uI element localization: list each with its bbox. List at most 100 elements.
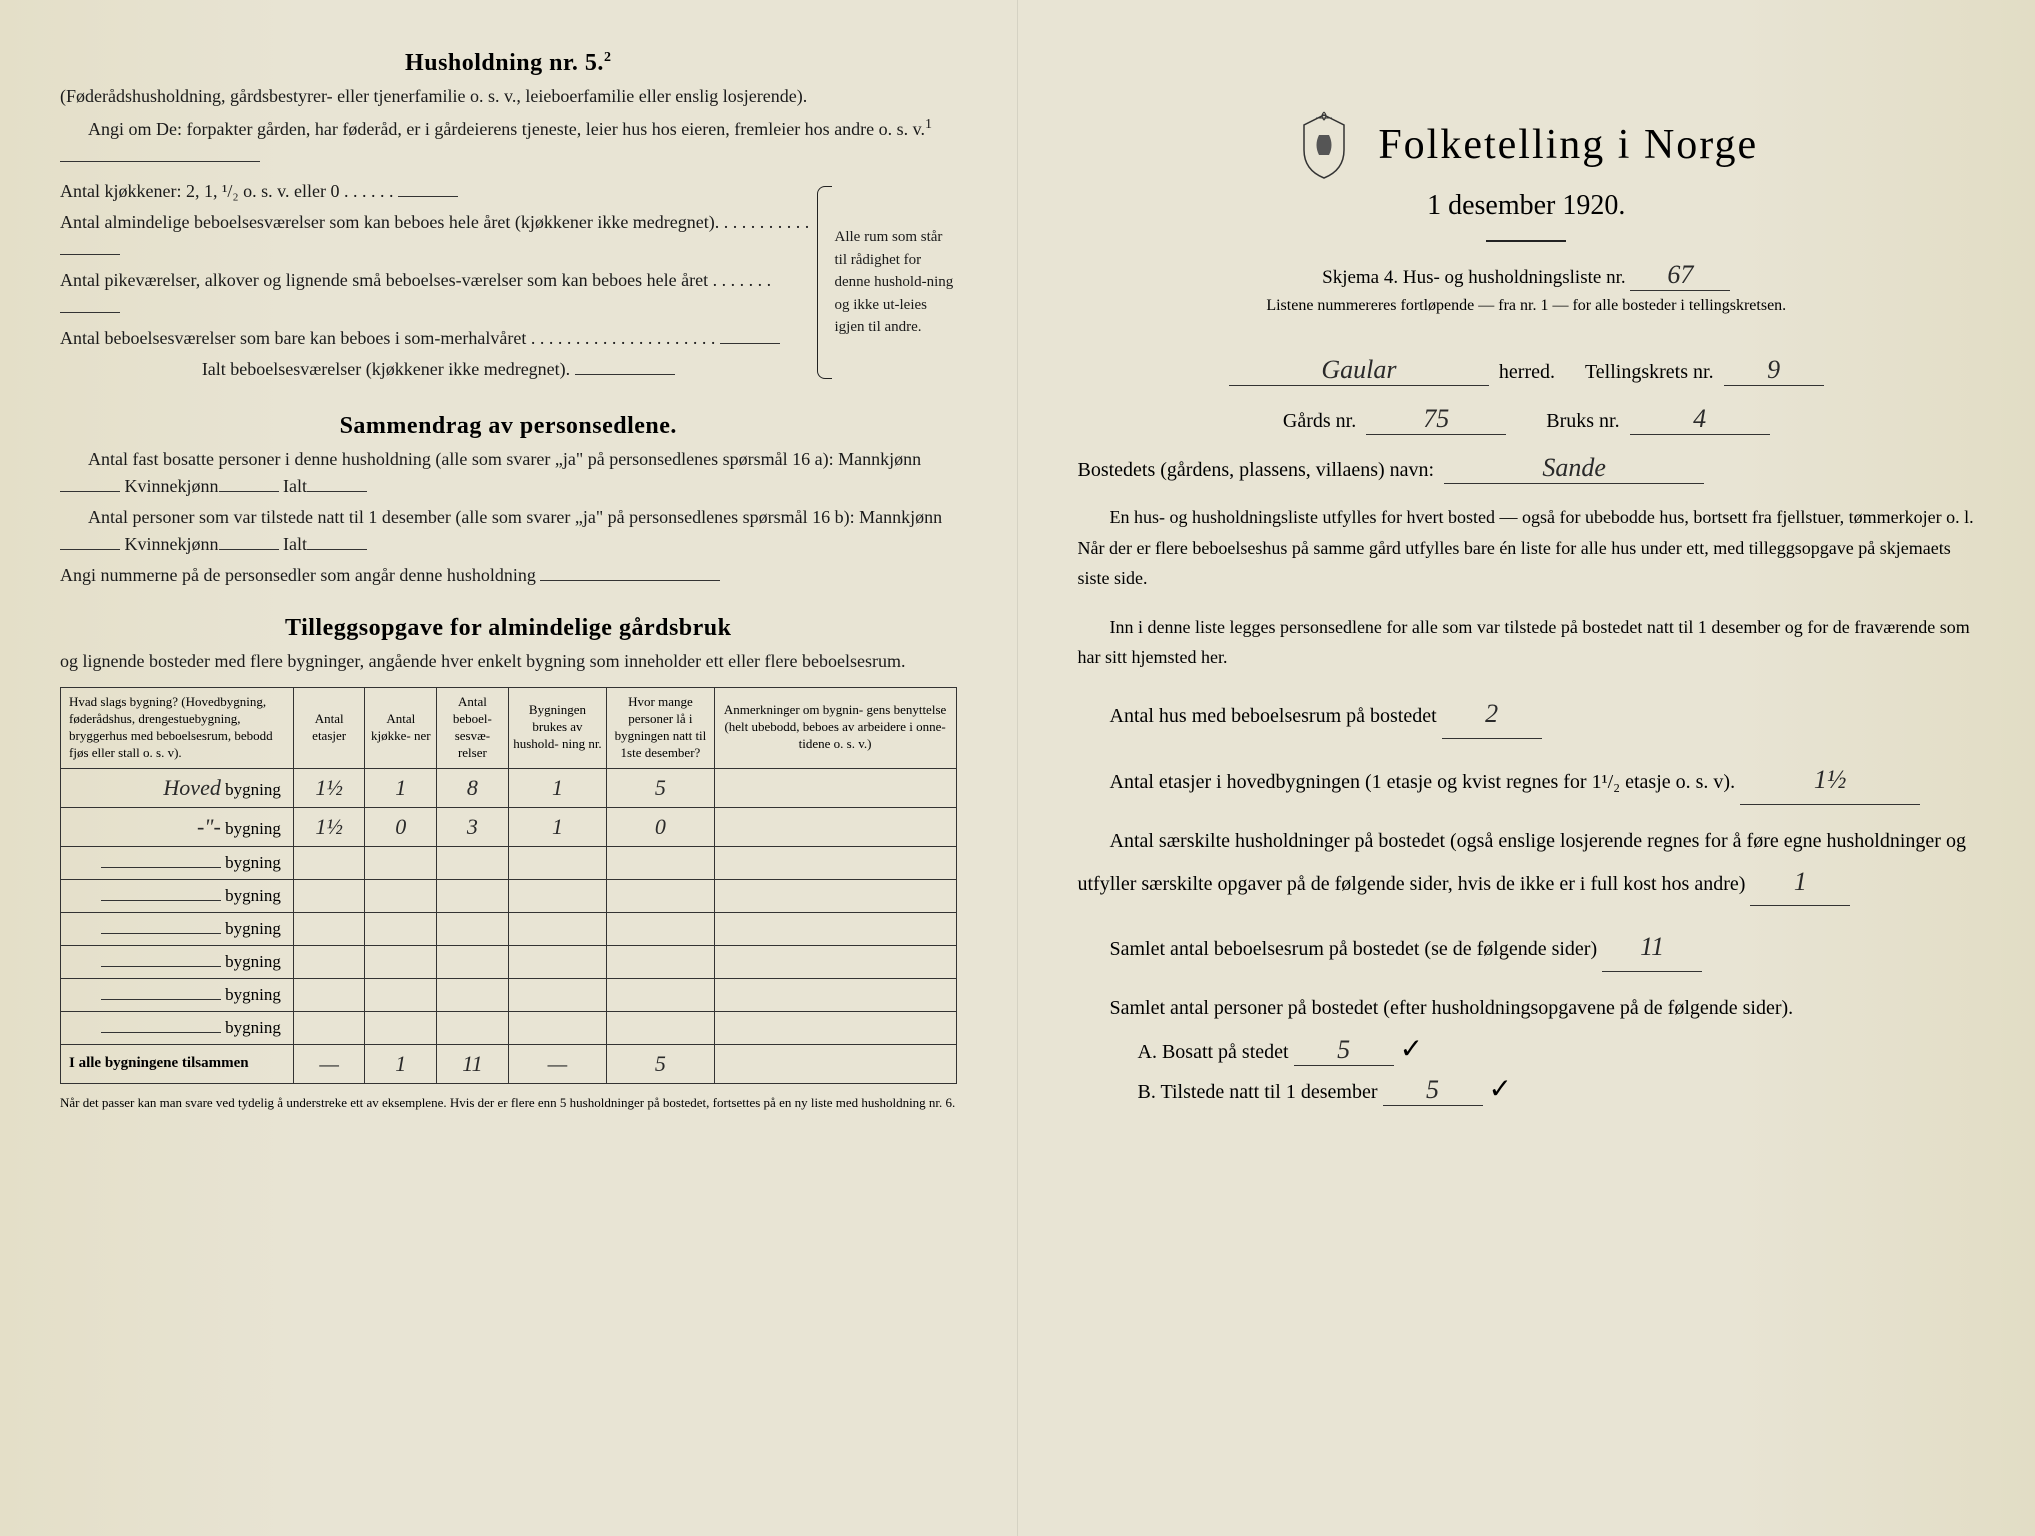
table-body: Hoved bygning1½1815-"- bygning1½0310 byg… bbox=[61, 768, 957, 1083]
b-val: 5 bbox=[1383, 1075, 1483, 1106]
sommer-blank bbox=[720, 343, 780, 344]
samlet-pers-label: Samlet antal personer på bostedet (efter… bbox=[1110, 997, 1794, 1019]
tot-kjokken: 1 bbox=[365, 1044, 437, 1083]
th-bygning: Hvad slags bygning? (Hovedbygning, føder… bbox=[61, 688, 294, 769]
brace-left-content: Antal kjøkkener: 2, 1, ¹/₂ o. s. v. elle… bbox=[60, 178, 817, 387]
th-kjokken: Antal kjøkke- ner bbox=[365, 688, 437, 769]
table-head: Hvad slags bygning? (Hovedbygning, føder… bbox=[61, 688, 957, 769]
ialt-label-1: Ialt bbox=[283, 476, 307, 496]
herred-row: Gaular herred. Tellingskrets nr. 9 bbox=[1078, 355, 1976, 386]
alm-bebo-text: Antal almindelige beboelsesværelser som … bbox=[60, 212, 719, 232]
husholdning-desc: (Føderådshusholdning, gårdsbestyrer- ell… bbox=[60, 83, 957, 110]
tillegg-title: Tilleggsopgave for almindelige gårdsbruk bbox=[60, 615, 957, 642]
cell-hush: 1 bbox=[508, 768, 607, 807]
pike-text: Antal pikeværelser, alkover og lignende … bbox=[60, 270, 708, 290]
cell-blank: bygning bbox=[61, 945, 294, 978]
b-label: B. Tilstede natt til 1 desember bbox=[1138, 1081, 1378, 1103]
cell-name: Hoved bygning bbox=[61, 768, 294, 807]
kvinne-blank-2 bbox=[219, 549, 279, 550]
th-etasjer: Antal etasjer bbox=[293, 688, 365, 769]
table-header-row: Hvad slags bygning? (Hovedbygning, føder… bbox=[61, 688, 957, 769]
angi-num-blank bbox=[540, 580, 720, 581]
angi-blank bbox=[60, 161, 260, 162]
tot-anm bbox=[714, 1044, 956, 1083]
bruks-nr: 4 bbox=[1630, 404, 1770, 435]
para1-text: En hus- og husholdningsliste utfylles fo… bbox=[1078, 502, 1976, 594]
table-row: -"- bygning1½0310 bbox=[61, 807, 957, 846]
gards-nr: 75 bbox=[1366, 404, 1506, 435]
kvinne-label-2: Kvinnekjønn bbox=[125, 534, 219, 554]
saerskilte-val: 1 bbox=[1750, 859, 1850, 907]
saerskilte-line: Antal særskilte husholdninger på bostede… bbox=[1078, 823, 1976, 907]
sammendrag-section: Antal fast bosatte personer i denne hush… bbox=[60, 446, 957, 589]
angi-num-text: Angi nummerne på de personsedler som ang… bbox=[60, 565, 536, 585]
brace-group: Antal kjøkkener: 2, 1, ¹/₂ o. s. v. elle… bbox=[60, 178, 957, 387]
right-header: Folketelling i Norge 1 desember 1920. Sk… bbox=[1078, 110, 1976, 315]
ialt-blank-2 bbox=[307, 549, 367, 550]
cell-name: -"- bygning bbox=[61, 807, 294, 846]
th-pers: Hvor mange personer lå i bygningen natt … bbox=[607, 688, 714, 769]
samlet-bebo-line: Samlet antal beboelsesrum på bostedet (s… bbox=[1078, 924, 1976, 972]
tellingskrets-label: Tellingskrets nr. bbox=[1585, 361, 1714, 384]
brace-right-text: Alle rum som står til rådighet for denne… bbox=[817, 178, 957, 387]
date-subtitle: 1 desember 1920. bbox=[1078, 190, 1976, 222]
th-hush: Bygningen brukes av hushold- ning nr. bbox=[508, 688, 607, 769]
tot-pers: 5 bbox=[607, 1044, 714, 1083]
ialt-blank bbox=[575, 374, 675, 375]
cell-pers: 0 bbox=[607, 807, 714, 846]
cell-etasjer: 1½ bbox=[293, 807, 365, 846]
a-check: ✓ bbox=[1400, 1034, 1423, 1065]
table-row-blank: bygning bbox=[61, 879, 957, 912]
table-row: Hoved bygning1½1815 bbox=[61, 768, 957, 807]
bosted-row: Bostedets (gårdens, plassens, villaens) … bbox=[1078, 453, 1976, 484]
samlet-bebo-label: Samlet antal beboelsesrum på bostedet (s… bbox=[1110, 938, 1598, 960]
a-val: 5 bbox=[1294, 1035, 1394, 1066]
table-total-row: I alle bygningene tilsammen—111—5 bbox=[61, 1044, 957, 1083]
tot-etasjer: — bbox=[293, 1044, 365, 1083]
kjokken-line: Antal kjøkkener: 2, 1, ¹/₂ o. s. v. elle… bbox=[60, 178, 817, 205]
alm-bebo-blank bbox=[60, 254, 120, 255]
cell-blank: bygning bbox=[61, 912, 294, 945]
antal-hus-val: 2 bbox=[1442, 691, 1542, 739]
cell-blank: bygning bbox=[61, 978, 294, 1011]
crest-icon bbox=[1294, 110, 1354, 180]
sommer-text: Antal beboelsesværelser som bare kan beb… bbox=[60, 328, 526, 348]
cell-anm bbox=[714, 768, 956, 807]
building-table: Hvad slags bygning? (Hovedbygning, føder… bbox=[60, 687, 957, 1084]
tot-bebo: 11 bbox=[437, 1044, 509, 1083]
cell-hush: 1 bbox=[508, 807, 607, 846]
samlet-pers-line: Samlet antal personer på bostedet (efter… bbox=[1078, 990, 1976, 1026]
cell-kjokken: 0 bbox=[365, 807, 437, 846]
footnote: Når det passer kan man svare ved tydelig… bbox=[60, 1094, 957, 1112]
tilstede-line: Antal personer som var tilstede natt til… bbox=[60, 504, 957, 558]
angi-num-line: Angi nummerne på de personsedler som ang… bbox=[60, 562, 957, 589]
bosted-label: Bostedets (gårdens, plassens, villaens) … bbox=[1078, 459, 1435, 482]
total-label: I alle bygningene tilsammen bbox=[61, 1044, 294, 1083]
antal-hus-line: Antal hus med beboelsesrum på bostedet 2 bbox=[1078, 691, 1976, 739]
sammendrag-title: Sammendrag av personsedlene. bbox=[60, 413, 957, 440]
ialt-blank-1 bbox=[307, 491, 367, 492]
a-label: A. Bosatt på stedet bbox=[1138, 1041, 1289, 1063]
table-row-blank: bygning bbox=[61, 978, 957, 1011]
mann-blank-1 bbox=[60, 491, 120, 492]
cell-blank: bygning bbox=[61, 879, 294, 912]
kjokken-text: Antal kjøkkener: 2, 1, ¹/₂ o. s. v. elle… bbox=[60, 181, 339, 201]
kvinne-label-1: Kvinnekjønn bbox=[125, 476, 219, 496]
antal-hus-label: Antal hus med beboelsesrum på bostedet bbox=[1110, 705, 1437, 727]
listene-text: Listene nummereres fortløpende — fra nr.… bbox=[1078, 297, 1976, 315]
tot-hush: — bbox=[508, 1044, 607, 1083]
table-row-blank: bygning bbox=[61, 846, 957, 879]
bosted-name: Sande bbox=[1444, 453, 1704, 484]
skjema-nr: 67 bbox=[1630, 260, 1730, 291]
husholdning-title: Husholdning nr. 5.2 bbox=[60, 50, 957, 77]
sommer-line: Antal beboelsesværelser som bare kan beb… bbox=[60, 325, 817, 352]
cell-etasjer: 1½ bbox=[293, 768, 365, 807]
herred-label: herred. bbox=[1499, 361, 1555, 384]
bruks-label: Bruks nr. bbox=[1546, 410, 1619, 433]
th-bebo: Antal beboel- sesvæ- relser bbox=[437, 688, 509, 769]
samlet-bebo-val: 11 bbox=[1602, 924, 1702, 972]
tellingskrets-nr: 9 bbox=[1724, 355, 1824, 386]
skjema-line: Skjema 4. Hus- og husholdningsliste nr. … bbox=[1078, 260, 1976, 291]
table-row-blank: bygning bbox=[61, 945, 957, 978]
etasjer-line: Antal etasjer i hovedbygningen (1 etasje… bbox=[1078, 757, 1976, 805]
